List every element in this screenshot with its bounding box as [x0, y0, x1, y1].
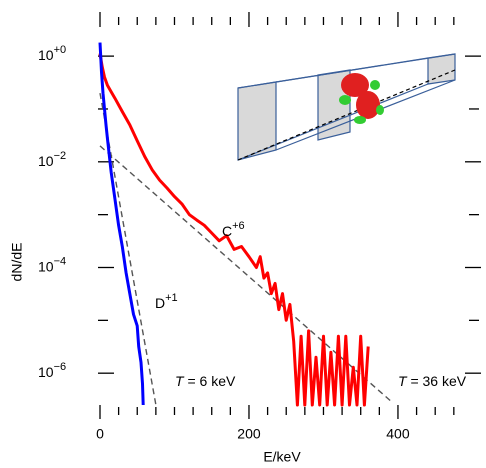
fit-line	[99, 145, 391, 402]
y-tick-label-sup: +0	[54, 44, 67, 56]
x-tick-label: 400	[386, 426, 410, 442]
x-tick-label: 0	[96, 426, 104, 442]
y-tick-label-base: 10	[38, 258, 54, 274]
series-label-base: D	[155, 295, 165, 311]
series-label-sup: +6	[232, 220, 245, 232]
y-tick-label: 10−6	[38, 361, 66, 380]
fit-label: T = 6 keV	[175, 373, 236, 389]
fit-label-rest: = 36 keV	[407, 373, 467, 389]
y-tick-label: 10+0	[38, 44, 66, 63]
y-tick-label-base: 10	[38, 153, 54, 169]
y-tick-label: 10−2	[38, 150, 66, 169]
inset-diagram	[237, 53, 456, 161]
series-line	[98, 53, 370, 407]
fit-label-rest: = 6 keV	[184, 373, 236, 389]
series-label: D+1	[155, 292, 178, 311]
particle	[370, 80, 380, 90]
y-tick-label-sup: −4	[54, 255, 67, 267]
series-label: C+6	[222, 220, 245, 239]
y-tick-label-sup: −6	[54, 361, 67, 373]
y-tick-label-sup: −2	[54, 150, 67, 162]
series-line	[98, 42, 145, 406]
inset-edge	[237, 83, 429, 161]
x-tick-label: 200	[237, 426, 261, 442]
particle	[376, 105, 384, 115]
inset-particles	[339, 73, 384, 124]
x-axis-label: E/keV	[263, 449, 301, 465]
series-label-base: C	[222, 223, 232, 239]
y-axis-label: dN/dE	[9, 243, 25, 282]
fit-label-symbol: T	[398, 373, 408, 389]
inset-face	[237, 81, 277, 161]
particle	[339, 95, 351, 105]
y-tick-label-base: 10	[38, 364, 54, 380]
particle	[356, 91, 380, 119]
series-label-sup: +1	[165, 292, 178, 304]
particle	[341, 73, 369, 97]
particle	[354, 116, 366, 124]
fit-label-symbol: T	[175, 373, 185, 389]
fit-label: T = 36 keV	[398, 373, 467, 389]
inset-edge	[275, 53, 456, 83]
y-tick-label-base: 10	[38, 47, 54, 63]
y-tick-label: 10−4	[38, 255, 66, 274]
